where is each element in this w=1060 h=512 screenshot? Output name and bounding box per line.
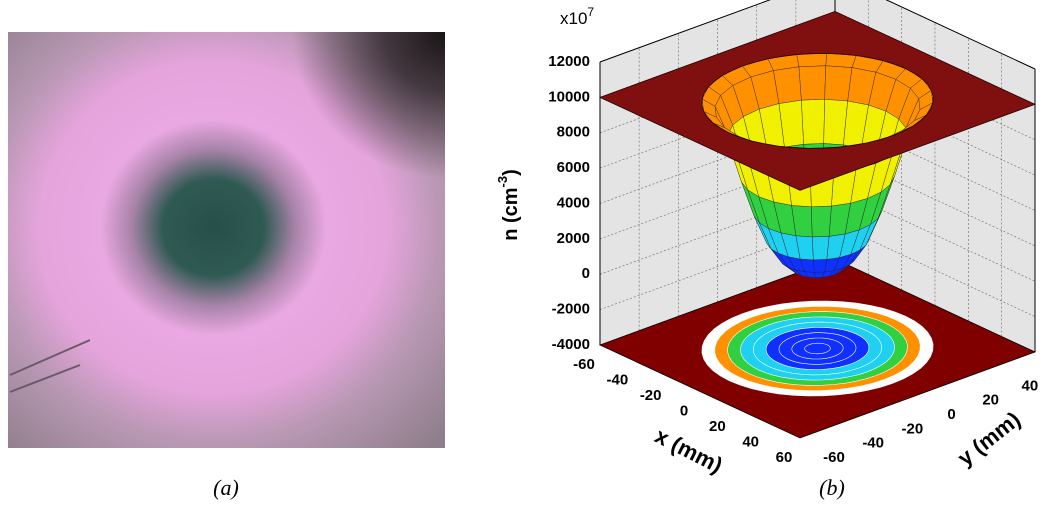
surface-plot: -4000-2000020004000600080001000012000-60… bbox=[495, 0, 1038, 478]
z-tick-label: 6000 bbox=[557, 159, 590, 176]
y-tick-label: 0 bbox=[947, 406, 955, 423]
z-tick-label: 8000 bbox=[557, 124, 590, 141]
multiplier: x107 bbox=[560, 5, 594, 28]
y-axis-label: y (mm) bbox=[953, 407, 1025, 471]
x-tick-label: 40 bbox=[742, 433, 759, 450]
z-tick-label: 4000 bbox=[557, 194, 590, 211]
z-tick-label: -2000 bbox=[552, 301, 590, 318]
surface-patch bbox=[813, 259, 828, 273]
surface-patch bbox=[796, 53, 828, 68]
z-tick-label: 12000 bbox=[548, 53, 590, 70]
y-tick-label: -40 bbox=[862, 435, 884, 452]
y-tick-label: 20 bbox=[982, 392, 999, 409]
multiplier-exp: 7 bbox=[587, 5, 594, 19]
x-tick-label: -40 bbox=[606, 371, 628, 388]
x-tick-label: 0 bbox=[680, 402, 688, 419]
surface-patch bbox=[812, 236, 830, 261]
caption-a: (a) bbox=[213, 475, 239, 500]
z-tick-label: 10000 bbox=[548, 88, 590, 105]
x-tick-label: 20 bbox=[709, 418, 726, 435]
surface-patch bbox=[824, 65, 853, 102]
z-axis-label-sup: -3 bbox=[495, 176, 510, 188]
box-edge bbox=[599, 0, 1036, 70]
y-tick-label: -20 bbox=[901, 420, 923, 437]
x-tick-label: -20 bbox=[640, 387, 662, 404]
x-tick-label: -60 bbox=[573, 356, 595, 373]
floor-contour bbox=[804, 342, 831, 355]
surface-patch bbox=[801, 99, 825, 145]
z-axis-label: n (cm-3) bbox=[495, 169, 522, 241]
surface-patch bbox=[825, 53, 857, 68]
y-tick-label: 40 bbox=[1021, 377, 1038, 394]
surface-patch bbox=[798, 65, 826, 101]
z-tick-label: 2000 bbox=[557, 230, 590, 247]
grid-line bbox=[599, 152, 1036, 247]
photo bbox=[8, 32, 445, 448]
caption-b: (b) bbox=[819, 475, 845, 500]
z-tick-label: 0 bbox=[582, 265, 590, 282]
z-axis-label-text: n (cm bbox=[500, 187, 522, 240]
z-axis-label-close: ) bbox=[500, 169, 522, 176]
surface-plane bbox=[598, 10, 1037, 191]
x-tick-label: 60 bbox=[776, 449, 793, 466]
multiplier-base: x10 bbox=[560, 9, 587, 28]
grid-line bbox=[599, 223, 1036, 317]
z-tick-label: -4000 bbox=[552, 336, 590, 353]
y-tick-label: -60 bbox=[823, 449, 845, 466]
grid-line bbox=[599, 187, 1036, 282]
surface-patch bbox=[811, 205, 832, 238]
